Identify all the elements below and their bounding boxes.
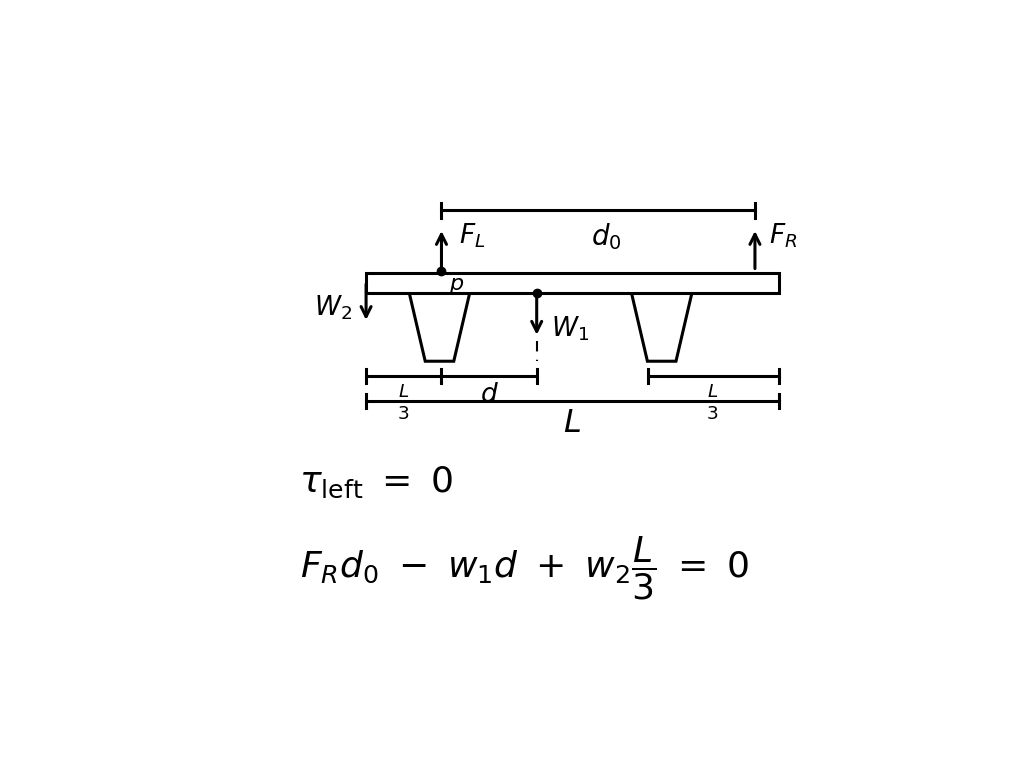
Text: $d$: $d$ (479, 382, 499, 407)
Text: $L$: $L$ (563, 408, 582, 439)
Text: $F_R d_0\ -\ w_1 d\ +\ w_2 \dfrac{L}{3}\ =\ 0$: $F_R d_0\ -\ w_1 d\ +\ w_2 \dfrac{L}{3}\… (300, 535, 750, 602)
Text: $F_R$: $F_R$ (769, 221, 798, 250)
Text: $W_1$: $W_1$ (551, 314, 589, 343)
Text: $p$: $p$ (450, 274, 465, 296)
Text: $\tau_{\mathrm{left}}\ =\ 0$: $\tau_{\mathrm{left}}\ =\ 0$ (299, 465, 454, 500)
Text: $d_0$: $d_0$ (591, 221, 622, 252)
Text: $W_2$: $W_2$ (313, 293, 352, 323)
Text: $\frac{L}{3}$: $\frac{L}{3}$ (397, 382, 411, 422)
Polygon shape (632, 293, 692, 361)
Text: $F_L$: $F_L$ (459, 221, 485, 250)
Polygon shape (410, 293, 470, 361)
Text: $\frac{L}{3}$: $\frac{L}{3}$ (707, 382, 720, 422)
Bar (367, 273, 778, 293)
